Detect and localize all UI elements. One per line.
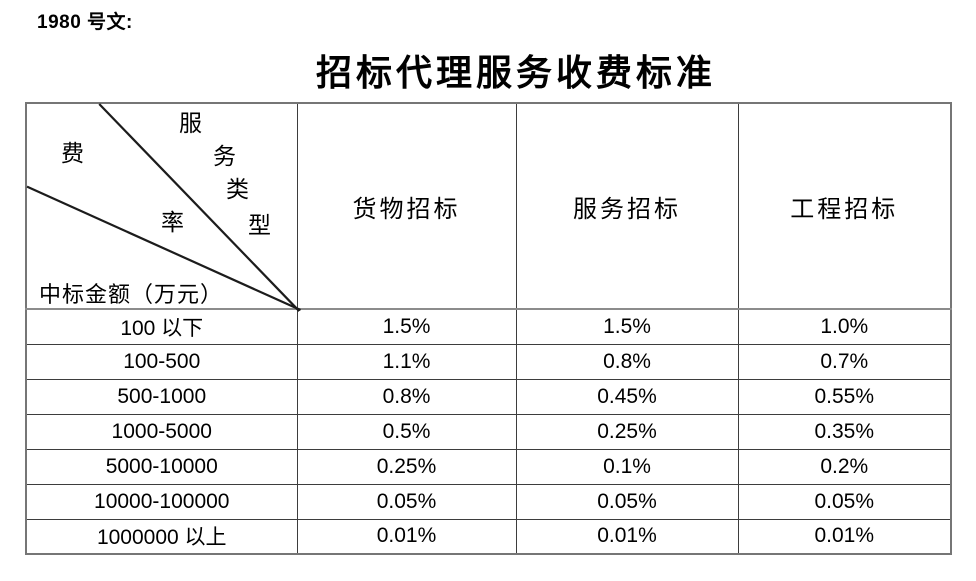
row-range-label: 100 以下 (25, 308, 298, 345)
doc-number-note: 1980 号文: (37, 12, 133, 33)
corner-rate-char: 率 (161, 210, 184, 235)
fee-cell: 0.01% (296, 518, 517, 555)
table-row: 5000-10000 0.25% 0.1% 0.2% (25, 448, 952, 485)
fee-cell: 0.05% (515, 483, 739, 520)
row-range-label: 1000-5000 (25, 413, 298, 450)
fee-cell: 0.35% (737, 413, 952, 450)
fee-cell: 1.1% (296, 343, 517, 380)
column-header-services: 服务招标 (515, 102, 739, 310)
row-range-label: 500-1000 (25, 378, 298, 415)
corner-type-char: 服 (179, 111, 202, 136)
row-range-label: 10000-100000 (25, 483, 298, 520)
fee-cell: 0.25% (515, 413, 739, 450)
row-range-label: 100-500 (25, 343, 298, 380)
header-row: 服 务 类 型 费 率 中标金额（万元） 货物招标 服务招标 工程招标 (25, 102, 952, 312)
fee-cell: 1.5% (296, 308, 517, 345)
fee-cell: 0.25% (296, 448, 517, 485)
diagonal-divider-lines (26, 103, 301, 312)
column-header-engineering: 工程招标 (737, 102, 952, 310)
fee-cell: 0.05% (296, 483, 517, 520)
corner-type-char: 务 (213, 144, 236, 169)
fee-cell: 0.55% (737, 378, 952, 415)
corner-rate-char: 费 (61, 141, 84, 166)
table-row: 1000-5000 0.5% 0.25% 0.35% (25, 413, 952, 450)
fee-cell: 0.01% (737, 518, 952, 555)
corner-header-cell: 服 务 类 型 费 率 中标金额（万元） (25, 102, 301, 312)
table-row: 1000000 以上 0.01% 0.01% 0.01% (25, 518, 952, 555)
fee-cell: 1.0% (737, 308, 952, 345)
fee-cell: 0.45% (515, 378, 739, 415)
row-range-label: 1000000 以上 (25, 518, 298, 555)
fee-cell: 0.7% (737, 343, 952, 380)
table-row: 10000-100000 0.05% 0.05% 0.05% (25, 483, 952, 520)
table-row: 500-1000 0.8% 0.45% 0.55% (25, 378, 952, 415)
fee-cell: 1.5% (515, 308, 739, 345)
fee-cell: 0.8% (515, 343, 739, 380)
fee-cell: 0.05% (737, 483, 952, 520)
table-row: 100-500 1.1% 0.8% 0.7% (25, 343, 952, 380)
fee-cell: 0.01% (515, 518, 739, 555)
corner-amount-label: 中标金额（万元） (39, 282, 224, 307)
fee-cell: 0.1% (515, 448, 739, 485)
fee-cell: 0.2% (737, 448, 952, 485)
page-title: 招标代理服务收费标准 (315, 53, 716, 93)
fee-cell: 0.8% (296, 378, 517, 415)
fee-standard-table: 服 务 类 型 费 率 中标金额（万元） 货物招标 服务招标 工程招标 100 … (25, 102, 952, 555)
corner-type-char: 类 (226, 177, 249, 202)
fee-cell: 0.5% (296, 413, 517, 450)
column-header-goods: 货物招标 (296, 102, 517, 310)
row-range-label: 5000-10000 (25, 448, 298, 485)
table-row: 100 以下 1.5% 1.5% 1.0% (25, 308, 952, 345)
corner-type-char: 型 (248, 213, 271, 238)
